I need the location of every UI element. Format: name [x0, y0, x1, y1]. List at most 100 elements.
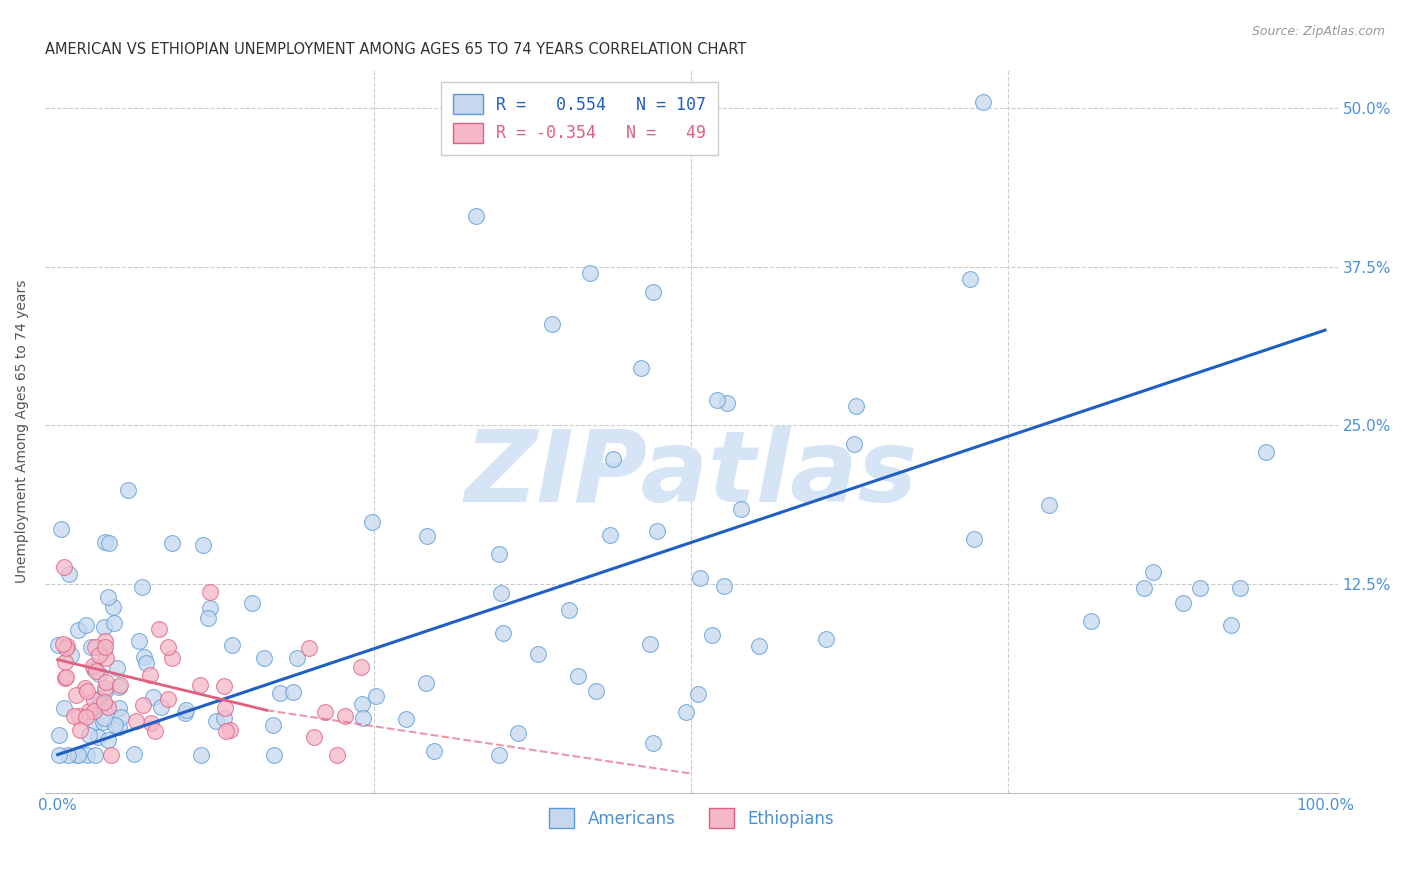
- Point: [959, 272, 981, 286]
- Point: [488, 747, 510, 762]
- Point: [219, 723, 242, 737]
- Point: [814, 632, 837, 647]
- Point: [142, 690, 165, 704]
- Point: [193, 538, 215, 552]
- Point: [285, 650, 308, 665]
- Point: [416, 529, 439, 543]
- Point: [97, 590, 120, 604]
- Point: [197, 611, 219, 625]
- Point: [100, 747, 122, 762]
- Point: [89, 691, 111, 706]
- Point: [93, 620, 115, 634]
- Point: [83, 662, 105, 676]
- Point: [361, 516, 384, 530]
- Point: [67, 709, 90, 723]
- Point: [48, 728, 70, 742]
- Point: [506, 726, 529, 740]
- Point: [91, 714, 114, 729]
- Text: AMERICAN VS ETHIOPIAN UNEMPLOYMENT AMONG AGES 65 TO 74 YEARS CORRELATION CHART: AMERICAN VS ETHIOPIAN UNEMPLOYMENT AMONG…: [45, 42, 747, 57]
- Point: [527, 648, 550, 662]
- Point: [132, 698, 155, 713]
- Point: [492, 625, 515, 640]
- Point: [56, 639, 79, 653]
- Point: [97, 699, 120, 714]
- Point: [141, 715, 163, 730]
- Point: [706, 392, 728, 407]
- Point: [69, 723, 91, 738]
- Point: [298, 640, 321, 655]
- Point: [205, 714, 228, 728]
- Point: [90, 698, 112, 712]
- Point: [240, 596, 263, 610]
- Point: [96, 650, 118, 665]
- Point: [1220, 618, 1243, 632]
- Point: [67, 747, 90, 762]
- Point: [157, 640, 180, 654]
- Point: [128, 633, 150, 648]
- Point: [174, 702, 197, 716]
- Point: [93, 695, 115, 709]
- Point: [1254, 445, 1277, 459]
- Point: [263, 747, 285, 762]
- Point: [558, 602, 581, 616]
- Point: [125, 714, 148, 728]
- Point: [1229, 581, 1251, 595]
- Point: [107, 720, 129, 734]
- Point: [55, 640, 77, 655]
- Point: [97, 732, 120, 747]
- Point: [82, 658, 104, 673]
- Point: [103, 616, 125, 631]
- Point: [643, 285, 665, 300]
- Point: [748, 639, 770, 653]
- Point: [87, 698, 110, 712]
- Point: [198, 585, 221, 599]
- Point: [87, 731, 110, 745]
- Point: [253, 651, 276, 665]
- Point: [585, 683, 607, 698]
- Point: [190, 747, 212, 762]
- Point: [214, 724, 236, 739]
- Point: [599, 528, 621, 542]
- Point: [75, 710, 97, 724]
- Text: ZIPatlas: ZIPatlas: [465, 426, 918, 524]
- Point: [65, 688, 87, 702]
- Point: [842, 437, 865, 451]
- Point: [730, 502, 752, 516]
- Point: [138, 668, 160, 682]
- Point: [302, 730, 325, 744]
- Point: [87, 667, 110, 681]
- Point: [143, 724, 166, 739]
- Point: [107, 680, 129, 694]
- Point: [52, 637, 75, 651]
- Point: [1189, 581, 1212, 595]
- Point: [76, 747, 98, 762]
- Point: [122, 747, 145, 761]
- Point: [281, 684, 304, 698]
- Point: [638, 637, 661, 651]
- Legend: Americans, Ethiopians: Americans, Ethiopians: [543, 801, 841, 835]
- Point: [963, 533, 986, 547]
- Point: [262, 717, 284, 731]
- Point: [104, 718, 127, 732]
- Point: [350, 659, 373, 673]
- Point: [221, 638, 243, 652]
- Point: [53, 671, 76, 685]
- Point: [579, 266, 602, 280]
- Point: [53, 560, 76, 574]
- Point: [83, 640, 105, 655]
- Point: [1142, 565, 1164, 579]
- Point: [423, 743, 446, 757]
- Point: [110, 678, 132, 692]
- Point: [488, 547, 510, 561]
- Point: [214, 700, 236, 714]
- Point: [149, 700, 172, 714]
- Point: [105, 661, 128, 675]
- Point: [48, 747, 70, 762]
- Point: [689, 571, 711, 585]
- Point: [567, 668, 589, 682]
- Point: [94, 674, 117, 689]
- Point: [395, 712, 418, 726]
- Point: [190, 678, 212, 692]
- Point: [63, 709, 86, 723]
- Point: [94, 634, 117, 648]
